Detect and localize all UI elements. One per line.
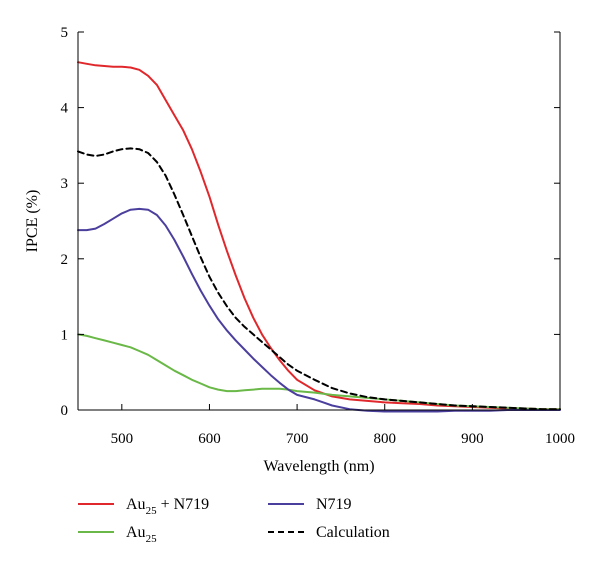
legend-label-au25-n719: Au25 + N719 [126, 496, 209, 517]
series-line-calculation [77, 147, 561, 411]
y-tick-label: 1 [61, 327, 69, 343]
y-tick-label: 3 [61, 176, 69, 192]
series-line-n719 [77, 207, 561, 413]
y-tick-label: 4 [61, 101, 69, 117]
x-tick-label: 1000 [545, 431, 575, 447]
x-tick-label: 800 [373, 431, 396, 447]
legend: Au25 + N719 Au25 N719 Calculation [78, 496, 390, 545]
series-line-au25 [77, 333, 561, 411]
legend-label-au25: Au25 [126, 524, 157, 545]
x-tick-label: 900 [461, 431, 484, 447]
series-line-au25-n719 [77, 61, 561, 411]
axis-ticks: 0 1 2 3 4 5 500 600 700 800 900 1000 [61, 25, 576, 447]
x-tick-label: 700 [286, 431, 309, 447]
x-tick-label: 500 [111, 431, 134, 447]
x-axis-title: Wavelength (nm) [263, 458, 374, 475]
series-lines [77, 61, 561, 413]
x-tick-label: 600 [198, 431, 221, 447]
y-tick-label: 5 [61, 25, 69, 41]
y-tick-label: 2 [61, 252, 69, 268]
plot-frame [77, 32, 561, 411]
legend-label-calculation: Calculation [316, 524, 390, 541]
legend-label-n719: N719 [316, 496, 352, 513]
y-axis-title: IPCE (%) [24, 190, 41, 253]
y-tick-label: 0 [61, 403, 69, 419]
